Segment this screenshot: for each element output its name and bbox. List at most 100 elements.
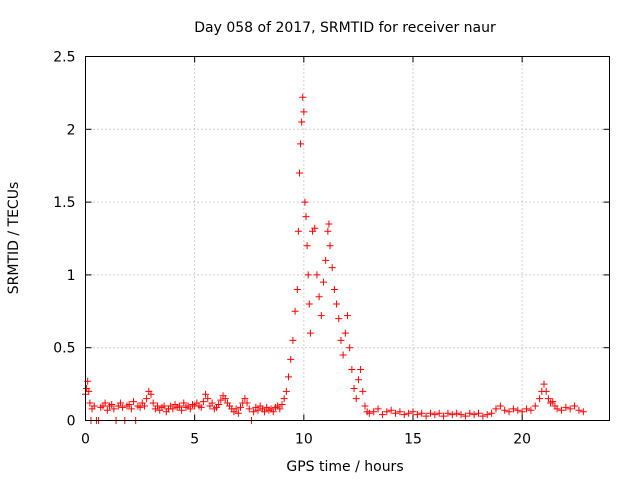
data-point [180, 399, 188, 407]
data-point [359, 387, 367, 395]
data-point [306, 329, 314, 337]
data-point [285, 373, 293, 381]
data-point [293, 285, 301, 293]
data-point [544, 395, 552, 403]
data-point [186, 405, 194, 413]
data-point [453, 409, 461, 417]
x-tick-label: 5 [190, 432, 199, 448]
data-point [383, 408, 391, 416]
data-point [294, 227, 302, 235]
data-point [287, 355, 295, 363]
data-point [319, 278, 327, 286]
data-point [278, 400, 286, 408]
data-point [303, 242, 311, 250]
data-point [119, 403, 127, 411]
data-point [492, 405, 500, 413]
data-point [409, 408, 417, 416]
axis-ticks: 0 0.5 1 1.5 2 2.5 0 5 10 15 20 [53, 50, 610, 448]
data-point [361, 402, 369, 410]
data-point [400, 411, 408, 419]
data-point [483, 411, 491, 419]
data-point [202, 390, 210, 398]
data-point [197, 403, 205, 411]
data-point [299, 93, 307, 101]
data-point [103, 406, 111, 414]
data-point [116, 399, 124, 407]
data-point [426, 409, 434, 417]
data-point [549, 398, 557, 406]
data-point [199, 398, 207, 406]
y-tick-label: 0 [67, 414, 76, 430]
data-point [350, 384, 358, 392]
x-tick-label: 10 [295, 432, 313, 448]
data-point [208, 399, 216, 407]
data-point [125, 400, 133, 408]
y-tick-label: 2.5 [53, 50, 75, 66]
data-point [575, 406, 583, 414]
data-point [553, 405, 561, 413]
data-point [147, 390, 155, 398]
data-point [413, 411, 421, 419]
plot-frame [85, 56, 610, 421]
data-point [341, 329, 349, 337]
data-point [85, 387, 93, 395]
data-point [149, 399, 157, 407]
data-point [326, 242, 334, 250]
chart-title: Day 058 of 2017, SRMTID for receiver nau… [194, 20, 496, 36]
data-point [501, 406, 509, 414]
data-point [291, 307, 299, 315]
grid [85, 56, 610, 421]
data-point [217, 396, 225, 404]
data-point [282, 387, 290, 395]
data-point [311, 224, 319, 232]
data-point [431, 411, 439, 419]
data-point [354, 376, 362, 384]
data-point [542, 387, 550, 395]
data-point [298, 118, 306, 126]
data-point [110, 405, 118, 413]
data-point [301, 198, 309, 206]
data-point [241, 395, 249, 403]
data-point [374, 405, 382, 413]
data-point [435, 409, 443, 417]
data-point [496, 402, 504, 410]
y-tick-label: 2 [67, 122, 76, 138]
data-point [466, 409, 474, 417]
x-axis-label: GPS time / hours [286, 459, 403, 475]
data-point [245, 405, 253, 413]
data-point [86, 399, 94, 407]
data-point [571, 402, 579, 410]
data-point [295, 169, 303, 177]
data-point [479, 412, 487, 420]
data-point [254, 406, 262, 414]
data-point [557, 406, 565, 414]
y-tick-label: 1.5 [53, 195, 75, 211]
data-point [304, 271, 312, 279]
x-tick-label: 0 [81, 432, 90, 448]
data-point [448, 411, 456, 419]
data-point [269, 408, 277, 416]
data-point [339, 351, 347, 359]
data-point [337, 336, 345, 344]
data-point [531, 402, 539, 410]
data-point [234, 409, 242, 417]
data-point [475, 409, 482, 417]
data-point [175, 402, 183, 410]
data-point [297, 140, 305, 148]
data-point [540, 380, 548, 388]
y-tick-label: 1 [67, 268, 76, 284]
data-points [82, 93, 587, 424]
data-point [509, 405, 517, 413]
data-point [317, 312, 325, 320]
data-point [261, 408, 269, 416]
data-point [315, 293, 323, 301]
data-point [143, 395, 151, 403]
data-point [536, 395, 544, 403]
data-point [505, 408, 513, 416]
data-point [405, 409, 413, 417]
data-point [302, 213, 310, 221]
data-point [250, 408, 258, 416]
data-point [90, 402, 98, 410]
